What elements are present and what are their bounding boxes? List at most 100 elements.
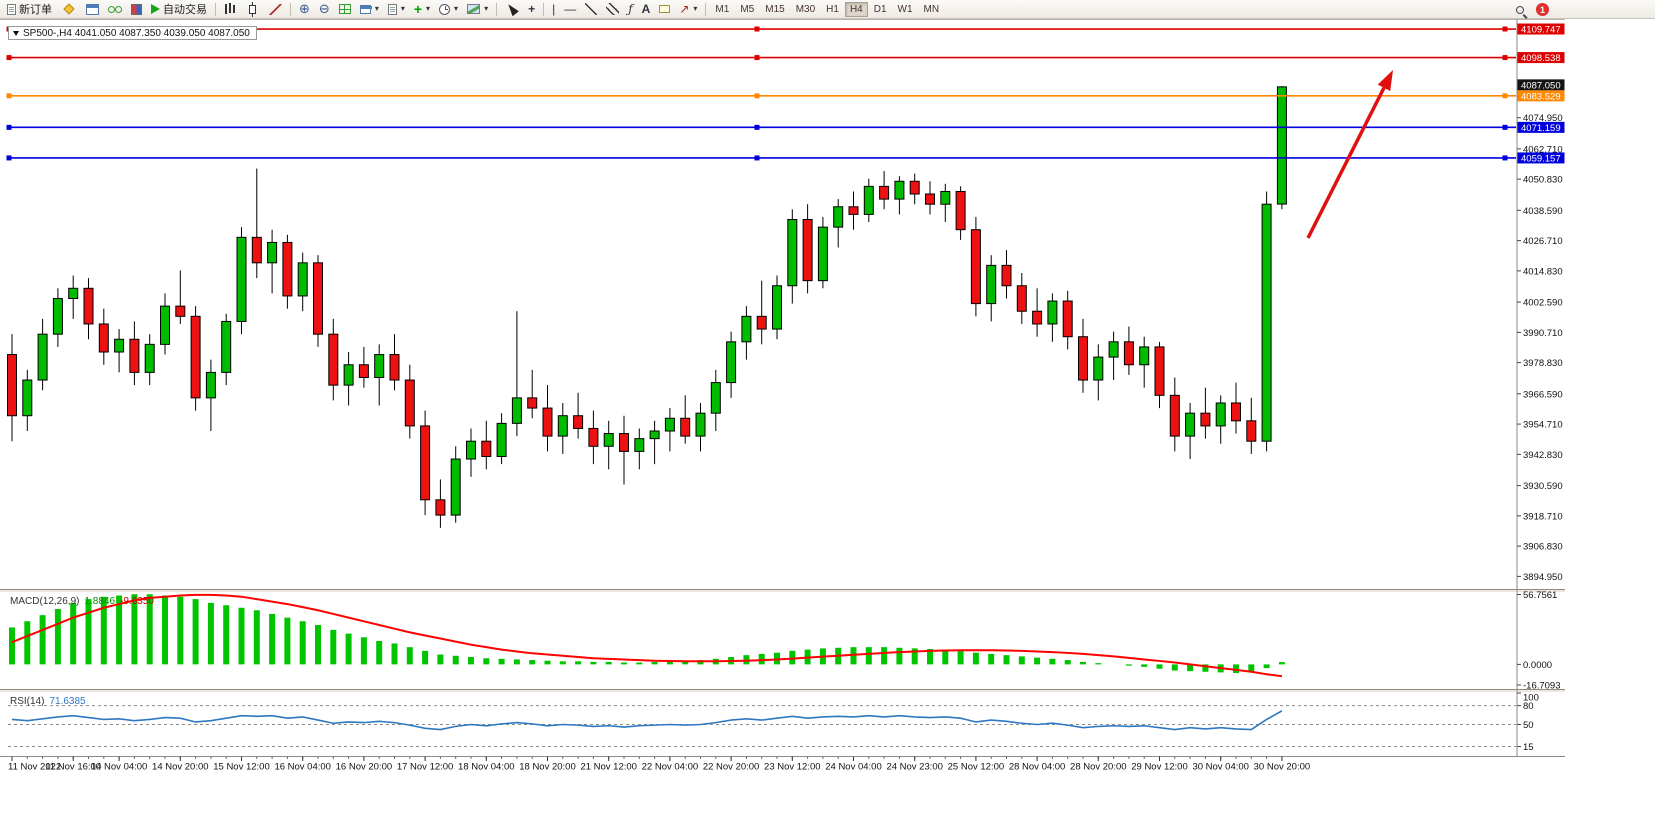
new-chart-button[interactable] [82,1,103,18]
text-tool-icon: A [641,2,651,16]
svg-text:24 Nov 23:00: 24 Nov 23:00 [886,762,943,773]
chevron-down-icon: ▾ [426,4,431,13]
chart-menu-triangle-icon[interactable] [13,30,19,36]
search-button[interactable] [1512,1,1528,18]
svg-text:3966.590: 3966.590 [1523,389,1563,400]
svg-text:-16.7093: -16.7093 [1523,680,1561,691]
metaeditor-button[interactable] [57,1,81,18]
rsi-value: 71.6385 [49,696,86,707]
tile-windows-icon [338,4,351,14]
trendline-button[interactable] [581,1,601,18]
new-order-icon [7,3,16,15]
horizontal-line-button[interactable]: ― [560,1,580,18]
svg-text:4109.747: 4109.747 [1521,25,1561,36]
timeframe-mn[interactable]: MN [919,2,945,17]
charts-dropdown-button[interactable]: ▾ [356,1,383,18]
toolbar-separator [215,2,216,16]
auto-trading-label: 自动交易 [163,4,207,16]
svg-text:21 Nov 12:00: 21 Nov 12:00 [580,762,637,773]
svg-text:0.0000: 0.0000 [1523,660,1552,671]
svg-text:4087.050: 4087.050 [1521,80,1561,91]
fibonacci-icon: ƒ [628,2,633,16]
timeframe-d1[interactable]: D1 [869,2,892,17]
toolbar-separator [705,2,707,16]
crosshair-button[interactable]: + [524,1,539,18]
cursor-button[interactable] [501,1,523,18]
timeframe-m5[interactable]: M5 [735,2,759,17]
line-chart-button[interactable] [265,1,286,18]
candlestick-chart-button[interactable] [241,1,264,18]
zoom-out-icon: ⊖ [318,1,330,16]
zoom-in-icon: ⊕ [299,1,310,16]
svg-text:3930.590: 3930.590 [1523,481,1563,492]
svg-text:3894.950: 3894.950 [1523,572,1563,583]
svg-text:23 Nov 12:00: 23 Nov 12:00 [764,762,821,773]
timeframe-h4[interactable]: H4 [844,1,868,17]
timeframe-m30[interactable]: M30 [791,2,820,17]
svg-text:30 Nov 20:00: 30 Nov 20:00 [1254,762,1311,773]
profiles-icon [387,3,397,15]
svg-text:4002.590: 4002.590 [1523,298,1563,309]
toolbar-separator [290,2,291,16]
macd-main-value: 1.8846 [84,596,116,607]
indicators-plus-icon: + [413,1,423,17]
chevron-down-icon: ▾ [454,4,459,13]
metaeditor-icon [63,3,75,15]
new-order-button[interactable]: 新订单 [3,1,56,18]
charts-list-icon [359,4,372,14]
toolbar: 新订单 自动交易 ⊕ ⊖ ▾ ▾ + ▾ ▾ ▾ + | ― ƒ A ↗ ▾ [0,0,1655,19]
time-axis[interactable] [0,756,1517,776]
indicators-button[interactable]: + ▾ [410,1,434,18]
candlestick-chart-icon [249,1,256,17]
svg-text:16 Nov 20:00: 16 Nov 20:00 [336,762,393,773]
symbol-ohlc-text: SP500-,H4 4041.050 4087.350 4039.050 408… [23,27,250,39]
svg-text:4074.950: 4074.950 [1523,113,1563,124]
svg-text:4071.159: 4071.159 [1521,123,1561,134]
svg-text:3942.830: 3942.830 [1523,450,1563,461]
tile-windows-button[interactable] [335,1,355,18]
timeframe-m15[interactable]: M15 [760,2,789,17]
trendline-icon [585,3,598,15]
templates-button[interactable]: ▾ [463,1,492,18]
arrows-tool-button[interactable]: ↗ ▾ [675,1,701,18]
svg-text:17 Nov 12:00: 17 Nov 12:00 [397,762,454,773]
macd-name: MACD(12,26,9) [10,596,80,607]
svg-text:80: 80 [1523,701,1534,712]
bar-chart-button[interactable] [220,1,240,18]
svg-text:11 Nov 16:00: 11 Nov 16:00 [45,762,101,773]
svg-text:4059.157: 4059.157 [1521,153,1561,164]
new-order-label: 新订单 [19,4,52,16]
zoom-out-button[interactable]: ⊖ [315,1,334,18]
svg-text:3918.710: 3918.710 [1523,511,1563,522]
text-label-button[interactable] [655,1,674,18]
chevron-down-icon: ▾ [693,4,698,13]
channel-button[interactable] [602,1,623,18]
fibonacci-button[interactable]: ƒ [624,1,636,18]
chart-canvas[interactable]: 4074.950 4062.710 4050.830 4038.590 4026.710… [0,19,1655,822]
timeframe-m1[interactable]: M1 [710,2,734,17]
periods-button[interactable]: ▾ [435,1,462,18]
svg-text:3978.830: 3978.830 [1523,358,1563,369]
svg-text:15 Nov 12:00: 15 Nov 12:00 [213,762,270,773]
svg-text:18 Nov 04:00: 18 Nov 04:00 [458,762,515,773]
profiles-dropdown-button[interactable]: ▾ [384,1,409,18]
market-watch-button[interactable] [127,1,146,18]
text-tool-button[interactable]: A [638,1,655,18]
svg-text:15: 15 [1523,742,1534,753]
notification-badge[interactable]: 1 [1536,3,1549,16]
svg-text:22 Nov 20:00: 22 Nov 20:00 [703,762,760,773]
zoom-in-button[interactable]: ⊕ [295,1,314,18]
svg-text:22 Nov 04:00: 22 Nov 04:00 [642,762,699,773]
new-chart-icon [86,3,99,15]
vertical-line-icon: | [552,2,556,16]
template-image-icon [467,4,481,14]
data-window-button[interactable] [104,1,126,18]
timeframe-w1[interactable]: W1 [893,2,918,17]
price-axis[interactable] [1517,19,1565,757]
timeframe-h1[interactable]: H1 [821,2,844,17]
svg-text:50: 50 [1523,720,1534,731]
auto-trading-button[interactable]: 自动交易 [147,1,211,18]
toolbar-right-group: 1 [1512,0,1549,19]
vertical-line-button[interactable]: | [548,1,559,18]
